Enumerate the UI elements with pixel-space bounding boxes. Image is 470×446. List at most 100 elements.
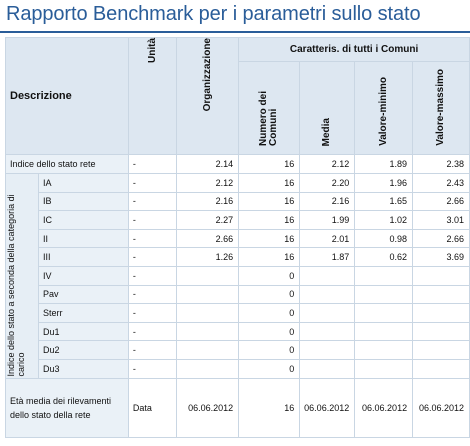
org-cell: 2.12 <box>176 173 240 193</box>
num-cell: 16 <box>238 228 301 249</box>
org-cell <box>176 358 240 379</box>
table-row: Indice dello stato a seconda della categ… <box>5 173 470 379</box>
max-cell <box>412 358 470 379</box>
sub-label: IA <box>38 173 129 193</box>
min-cell: 0.98 <box>354 228 414 249</box>
header-valore-minimo: Valore-minimo <box>354 61 414 155</box>
max-cell: 3.69 <box>412 247 470 267</box>
header-organizzazione-label: Organizzazione <box>201 38 213 112</box>
sub-label: IB <box>38 191 129 212</box>
org-cell: 06.06.2012 <box>176 377 240 438</box>
max-cell: 3.01 <box>412 210 470 230</box>
header-valore-minimo-label: Valore-minimo <box>377 77 389 146</box>
max-cell <box>412 321 470 342</box>
header-numero-comuni: Numero dei Comuni <box>238 61 301 155</box>
unit-cell: - <box>127 284 178 305</box>
title-divider <box>0 31 470 33</box>
min-cell: 1.89 <box>354 154 414 174</box>
sub-label: IV <box>38 265 129 286</box>
max-cell: 2.66 <box>412 191 470 212</box>
num-cell: 0 <box>238 303 301 323</box>
num-cell: 16 <box>238 173 301 193</box>
num-cell: 0 <box>238 265 301 286</box>
sub-label: Pav <box>38 284 129 305</box>
sub-label: Sterr <box>38 303 129 323</box>
org-cell <box>176 321 240 342</box>
media-cell <box>299 265 356 286</box>
header-numero-comuni-label: Numero dei Comuni <box>258 90 280 146</box>
media-cell <box>299 321 356 342</box>
group-label: Indice dello stato a seconda della categ… <box>6 194 26 377</box>
media-cell: 1.87 <box>299 247 356 267</box>
sub-label: III <box>38 247 129 267</box>
org-cell: 2.16 <box>176 191 240 212</box>
min-cell <box>354 265 414 286</box>
table-row: Indice dello stato rete - 2.14 16 2.12 1… <box>5 154 470 174</box>
media-cell <box>299 340 356 360</box>
min-cell: 0.62 <box>354 247 414 267</box>
table-row: Pav - 0 <box>6 284 470 305</box>
header-caratteristiche: Caratteris. di tutti i Comuni <box>238 37 470 62</box>
num-cell: 0 <box>238 321 301 342</box>
media-cell <box>299 358 356 379</box>
max-cell: 06.06.2012 <box>412 377 470 438</box>
header-organizzazione: Organizzazione <box>176 37 240 155</box>
min-cell <box>354 358 414 379</box>
group-label-cell: Indice dello stato a seconda della categ… <box>5 173 39 379</box>
num-cell: 16 <box>238 191 301 212</box>
row-label: Indice dello stato rete <box>5 154 129 174</box>
unit-cell: - <box>127 228 178 249</box>
num-cell: 16 <box>238 247 301 267</box>
unit-cell: - <box>127 191 178 212</box>
header-descrizione: Descrizione <box>5 37 129 155</box>
table-row: Du2 - 0 <box>6 340 470 360</box>
media-cell: 2.01 <box>299 228 356 249</box>
table-row: IV - 0 <box>6 265 470 286</box>
header-row-bottom: Numero dei Comuni Media Valore-minimo Va… <box>6 61 470 155</box>
media-cell: 2.20 <box>299 173 356 193</box>
header-valore-massimo: Valore-massimo <box>412 61 470 155</box>
num-cell: 0 <box>238 284 301 305</box>
unit-cell: - <box>127 154 178 174</box>
header-media-label: Media <box>321 117 333 146</box>
media-cell: 2.12 <box>299 154 356 174</box>
header-row-top: Descrizione Unità Organizzazione Caratte… <box>5 37 470 155</box>
unit-cell: - <box>127 358 178 379</box>
media-cell <box>299 303 356 323</box>
table-row: Du1 - 0 <box>6 321 470 342</box>
media-cell: 2.16 <box>299 191 356 212</box>
table-row: II - 2.66 16 2.01 0.98 2.66 <box>6 228 470 249</box>
min-cell <box>354 284 414 305</box>
sub-label: Du2 <box>38 340 129 360</box>
max-cell <box>412 340 470 360</box>
min-cell: 06.06.2012 <box>354 377 414 438</box>
media-cell: 1.99 <box>299 210 356 230</box>
media-cell: 06.06.2012 <box>299 377 356 438</box>
row-label: Età media dei rilevamenti dello stato de… <box>5 377 129 438</box>
num-cell: 0 <box>238 340 301 360</box>
max-cell: 2.43 <box>412 173 470 193</box>
num-cell: 0 <box>238 358 301 379</box>
min-cell: 1.96 <box>354 173 414 193</box>
table-row: III - 1.26 16 1.87 0.62 3.69 <box>6 247 470 267</box>
max-cell: 2.66 <box>412 228 470 249</box>
unit-cell: - <box>127 303 178 323</box>
min-cell: 1.65 <box>354 191 414 212</box>
sub-label: IC <box>38 210 129 230</box>
max-cell <box>412 265 470 286</box>
org-cell <box>176 265 240 286</box>
header-media: Media <box>299 61 356 155</box>
min-cell <box>354 321 414 342</box>
unit-cell: - <box>127 173 178 193</box>
num-cell: 16 <box>238 210 301 230</box>
org-cell: 2.14 <box>176 154 240 174</box>
table-row: Du3 - 0 <box>6 358 470 379</box>
max-cell <box>412 303 470 323</box>
max-cell <box>412 284 470 305</box>
page-title: Rapporto Benchmark per i parametri sullo… <box>6 3 421 25</box>
table-row: IB - 2.16 16 2.16 1.65 2.66 <box>6 191 470 212</box>
table-row: Sterr - 0 <box>6 303 470 323</box>
header-unita: Unità <box>127 37 178 155</box>
header-valore-massimo-label: Valore-massimo <box>435 69 447 146</box>
unit-cell: - <box>127 340 178 360</box>
